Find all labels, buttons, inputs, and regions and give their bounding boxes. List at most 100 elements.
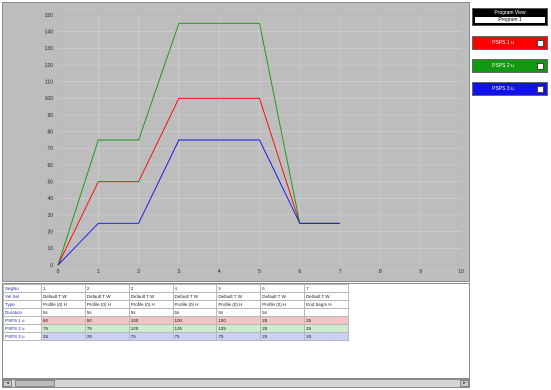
- series-line-3: [57, 139, 341, 266]
- y-tick-label: 90: [47, 113, 53, 119]
- visibility-checkbox[interactable]: [537, 86, 544, 93]
- table-cell[interactable]: 25: [304, 332, 349, 341]
- segment-table: SegNo 1 2 3 4 5 6 7 Vel Sel Default T W De…: [3, 284, 349, 341]
- table-cell[interactable]: 125: [172, 324, 218, 333]
- table-cell[interactable]: 25: [304, 316, 349, 325]
- series-line-1: [57, 97, 341, 266]
- table-cell[interactable]: 50: [84, 316, 130, 325]
- y-tick-label: 10: [47, 246, 53, 252]
- y-tick-label: 20: [47, 229, 53, 235]
- column-header[interactable]: 1: [41, 284, 86, 293]
- legend-title-text: Program View: [494, 10, 526, 16]
- y-tick-label: 40: [47, 196, 53, 202]
- profile-chart: 0 10 20 30 40 50 60 70 80 90 100 110 120 130 140 150 0 1 2…: [45, 13, 464, 275]
- table-cell[interactable]: 5s: [260, 308, 306, 317]
- table-cell[interactable]: Profile (0) H: [216, 300, 262, 309]
- table-cell[interactable]: Profile (0) H: [84, 300, 130, 309]
- scroll-right-arrow-icon[interactable]: ▸: [460, 380, 469, 387]
- table-cell[interactable]: 25: [260, 324, 306, 333]
- row-label: PSPS 3 u: [3, 332, 42, 341]
- table-cell[interactable]: 75: [41, 324, 86, 333]
- y-tick-label: 30: [47, 213, 53, 219]
- column-header[interactable]: 4: [172, 284, 218, 293]
- x-tick-label: 2: [137, 269, 140, 275]
- table-cell[interactable]: 25: [260, 316, 306, 325]
- table-row: Vel Sel Default T W Default T W Default T W…: [3, 292, 349, 301]
- legend-title: Program View Program 1: [472, 8, 548, 26]
- table-cell[interactable]: Profile (0) H: [260, 300, 306, 309]
- table-cell[interactable]: 75: [128, 332, 174, 341]
- table-cell[interactable]: 5s: [172, 308, 218, 317]
- table-cell[interactable]: 5s: [216, 308, 262, 317]
- y-tick-label: 60: [47, 163, 53, 169]
- table-cell[interactable]: 5s: [41, 308, 86, 317]
- y-tick-label: 100: [45, 96, 54, 102]
- visibility-checkbox[interactable]: [537, 40, 544, 47]
- y-tick-label: 130: [45, 46, 54, 52]
- scroll-thumb[interactable]: [15, 380, 55, 387]
- profile-chart-panel: 0 10 20 30 40 50 60 70 80 90 100 110 120 130 140 150 0 1 2…: [2, 2, 470, 282]
- row-label: PSPS 1 u: [3, 316, 42, 325]
- x-tick-label: 10: [458, 269, 464, 275]
- table-cell[interactable]: Default T W: [128, 292, 174, 301]
- table-cell[interactable]: 50: [41, 316, 86, 325]
- row-label: PSPS 2 u: [3, 324, 42, 333]
- legend-item-psps2[interactable]: PSPS 2 u: [472, 59, 548, 73]
- table-cell[interactable]: Default T W: [41, 292, 86, 301]
- y-tick-label: 50: [47, 179, 53, 185]
- table-cell[interactable]: 125: [216, 324, 262, 333]
- x-tick-label: 9: [419, 269, 422, 275]
- column-header[interactable]: 7: [304, 284, 349, 293]
- legend-item-label: PSPS 3 u: [492, 86, 514, 92]
- table-cell[interactable]: 5s: [84, 308, 130, 317]
- table-cell[interactable]: 25: [260, 332, 306, 341]
- column-header[interactable]: 3: [128, 284, 174, 293]
- table-cell[interactable]: Default T W: [260, 292, 306, 301]
- y-tick-label: 150: [45, 13, 54, 19]
- legend-subtitle: Program 1: [475, 17, 545, 23]
- table-cell[interactable]: End Segm H: [304, 300, 349, 309]
- table-cell[interactable]: 125: [128, 324, 174, 333]
- table-cell[interactable]: Profile (0) H: [172, 300, 218, 309]
- x-tick-label: 4: [218, 269, 221, 275]
- x-tick-label: 7: [339, 269, 342, 275]
- table-cell[interactable]: 75: [84, 324, 130, 333]
- horizontal-scrollbar[interactable]: ◂ ▸: [2, 379, 470, 388]
- visibility-checkbox[interactable]: [537, 63, 544, 70]
- table-cell[interactable]: 100: [172, 316, 218, 325]
- legend-item-label: PSPS 2 u: [492, 63, 514, 69]
- legend-item-label: PSPS 1 u: [492, 40, 514, 46]
- x-tick-label: 8: [379, 269, 382, 275]
- table-cell[interactable]: 75: [216, 332, 262, 341]
- table-cell[interactable]: 75: [172, 332, 218, 341]
- table-cell[interactable]: Default T W: [304, 292, 349, 301]
- table-cell[interactable]: 25: [41, 332, 86, 341]
- legend-item-psps1[interactable]: PSPS 1 u: [472, 36, 548, 50]
- x-tick-label: 5: [258, 269, 261, 275]
- row-label: Duration: [3, 308, 42, 317]
- table-cell[interactable]: Default T W: [84, 292, 130, 301]
- column-header[interactable]: 5: [216, 284, 262, 293]
- column-header[interactable]: 2: [84, 284, 130, 293]
- series-line-2: [57, 22, 341, 266]
- table-cell[interactable]: Default T W: [172, 292, 218, 301]
- table-cell[interactable]: 100: [216, 316, 262, 325]
- y-tick-label: 110: [45, 79, 53, 85]
- table-cell[interactable]: Default T W: [216, 292, 262, 301]
- table-cell[interactable]: Profile (0) H: [41, 300, 86, 309]
- table-row: Duration 5s 5s 5s 5s 5s 5s: [3, 308, 349, 317]
- legend-item-psps3[interactable]: PSPS 3 u: [472, 82, 548, 96]
- table-cell[interactable]: 100: [128, 316, 174, 325]
- x-tick-label: 1: [97, 269, 100, 275]
- scroll-left-arrow-icon[interactable]: ◂: [3, 380, 12, 387]
- legend-panel: Program View Program 1 PSPS 1 u PSPS 2 u…: [472, 2, 550, 112]
- column-header[interactable]: 6: [260, 284, 306, 293]
- table-cell[interactable]: 5s: [128, 308, 174, 317]
- y-tick-label: 70: [47, 146, 53, 152]
- table-cell[interactable]: Profile (0) H: [128, 300, 174, 309]
- table-body: Vel Sel Default T W Default T W Default T W…: [3, 292, 349, 341]
- table-cell[interactable]: 25: [84, 332, 130, 341]
- table-cell[interactable]: 25: [304, 324, 349, 333]
- table-cell[interactable]: [304, 308, 349, 317]
